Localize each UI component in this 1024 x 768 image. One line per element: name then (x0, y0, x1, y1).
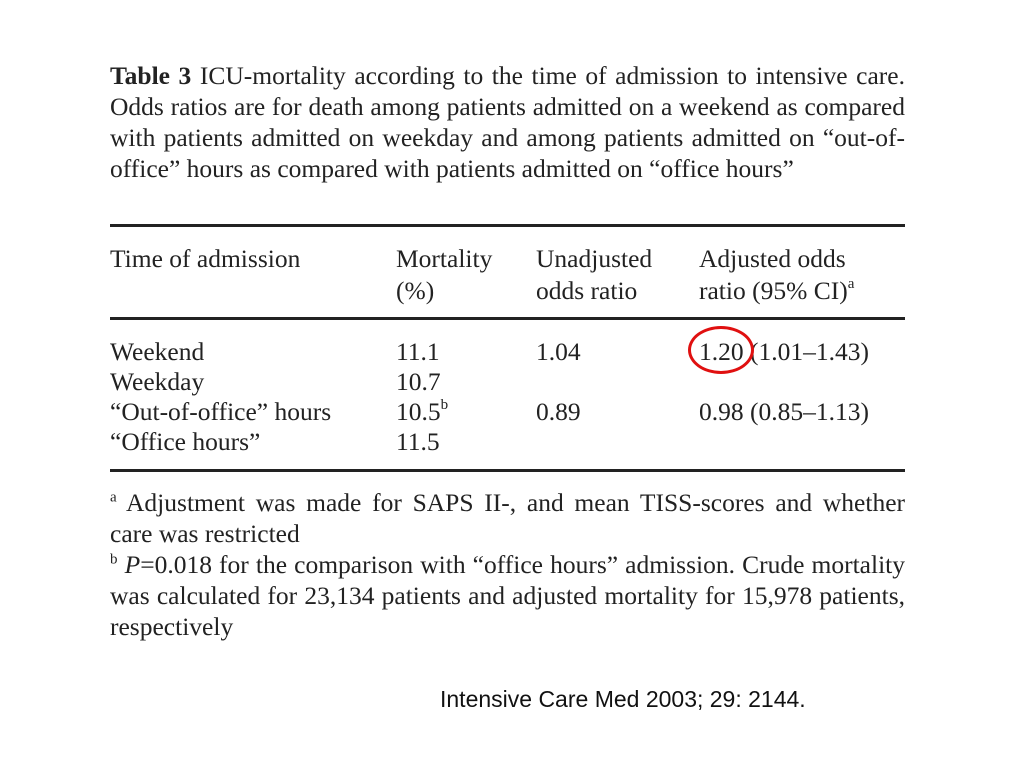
row-office-hours-time: “Office hours” (110, 427, 261, 456)
row-weekend-time: Weekend (110, 337, 205, 366)
footnote-a-mark: a (110, 489, 117, 506)
row-weekend-unadjusted: 1.04 (536, 337, 581, 366)
highlight-circle (688, 326, 754, 374)
header-adjusted-line1: Adjusted odds (699, 244, 846, 273)
row-weekday-mortality: 10.7 (396, 367, 441, 396)
footnote-b-italic: P (124, 550, 141, 579)
row-office-hours-mortality: 11.5 (396, 427, 440, 456)
caption-text: ICU-mortality according to the time of a… (110, 61, 905, 183)
footnote-a-text: Adjustment was made for SAPS II-, and me… (110, 488, 906, 548)
footnotes: a Adjustment was made for SAPS II-, and … (110, 487, 905, 642)
row-out-of-office-footnote-mark: b (440, 396, 449, 413)
header-unadjusted-line2: odds ratio (536, 276, 638, 305)
top-rule (110, 224, 905, 227)
header-adjusted-text: ratio (95% CI) (699, 276, 848, 305)
row-weekday-time: Weekday (110, 367, 205, 396)
row-out-of-office-mortality: 10.5b (396, 396, 448, 427)
header-adjusted-line2: ratio (95% CI)a (699, 275, 854, 306)
footnote-b-text: =0.018 for the comparison with “office h… (110, 550, 905, 641)
footnote-a: a Adjustment was made for SAPS II-, and … (110, 487, 905, 549)
citation: Intensive Care Med 2003; 29: 2144. (440, 686, 806, 712)
row-weekend-mortality: 11.1 (396, 337, 440, 366)
footnote-b-mark: b (110, 551, 118, 568)
header-adjusted-footnote-mark: a (847, 275, 855, 292)
header-unadjusted-line1: Unadjusted (536, 244, 653, 273)
footnote-b: b P=0.018 for the comparison with “offic… (110, 549, 905, 642)
bottom-rule (110, 469, 905, 472)
table-label: Table 3 (110, 61, 192, 90)
header-time-of-admission: Time of admission (110, 244, 301, 273)
header-mortality-line1: Mortality (396, 244, 493, 273)
header-mortality-line2: (%) (396, 276, 435, 305)
header-rule (110, 317, 905, 320)
row-out-of-office-time: “Out-of-office” hours (110, 397, 332, 426)
row-out-of-office-unadjusted: 0.89 (536, 397, 581, 426)
table-caption: Table 3 ICU-mortality according to the t… (110, 60, 905, 184)
row-out-of-office-mortality-value: 10.5 (396, 397, 441, 426)
row-out-of-office-adjusted: 0.98 (0.85–1.13) (699, 397, 869, 426)
